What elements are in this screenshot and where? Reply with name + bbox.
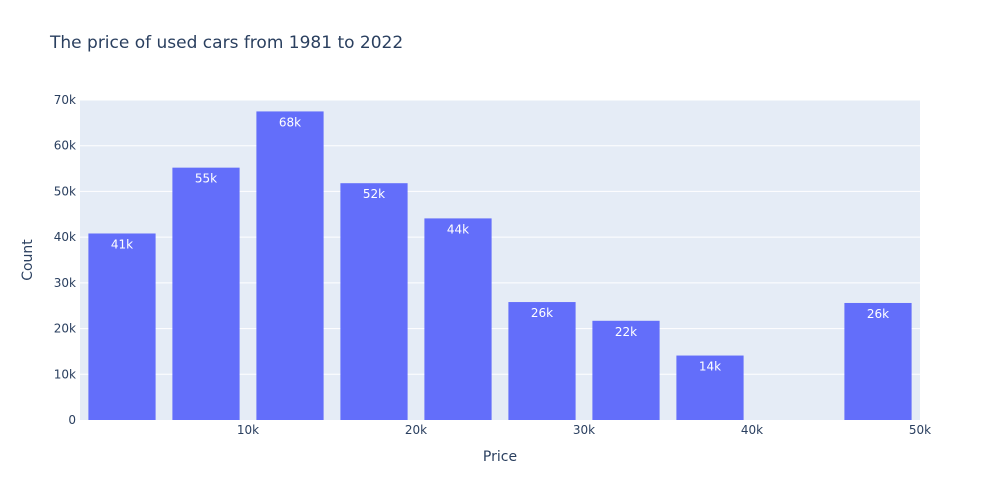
y-tick-label: 70k xyxy=(54,93,76,107)
bar-value-label: 26k xyxy=(531,306,553,320)
bar-value-label: 44k xyxy=(447,222,469,236)
y-axis-ticks: 0 10k 20k 30k 40k 50k 60k 70k xyxy=(54,93,76,427)
bar-value-label: 68k xyxy=(279,115,301,129)
y-tick-label: 40k xyxy=(54,230,76,244)
bar[interactable] xyxy=(508,302,576,420)
bar[interactable] xyxy=(592,320,660,420)
x-tick-label: 20k xyxy=(405,423,427,437)
bar[interactable] xyxy=(676,355,744,420)
x-tick-label: 50k xyxy=(909,423,931,437)
bar-value-label: 41k xyxy=(111,237,133,251)
bar[interactable] xyxy=(424,218,492,420)
chart-title: The price of used cars from 1981 to 2022 xyxy=(50,33,404,53)
y-tick-label: 50k xyxy=(54,184,76,198)
bar-labels: 41k 55k 68k 52k 44k 26k 22k 14k 26k xyxy=(111,115,889,373)
y-tick-label: 10k xyxy=(54,367,76,381)
y-tick-label: 0 xyxy=(68,413,76,427)
bar-value-label: 55k xyxy=(195,172,217,186)
bar[interactable] xyxy=(256,111,324,420)
bar-value-label: 14k xyxy=(699,360,721,374)
bar-value-label: 26k xyxy=(867,307,889,321)
x-tick-label: 10k xyxy=(237,423,259,437)
x-tick-label: 40k xyxy=(741,423,763,437)
bars xyxy=(88,111,912,420)
y-tick-label: 30k xyxy=(54,276,76,290)
x-axis-title: Price xyxy=(483,449,517,465)
bar[interactable] xyxy=(88,233,156,420)
bar-value-label: 52k xyxy=(363,187,385,201)
bar-value-label: 22k xyxy=(615,325,637,339)
y-axis-title: Count xyxy=(20,239,36,281)
x-tick-label: 30k xyxy=(573,423,595,437)
x-axis-ticks: 10k 20k 30k 40k 50k xyxy=(237,423,931,437)
y-tick-label: 60k xyxy=(54,139,76,153)
bar[interactable] xyxy=(340,183,408,420)
bar[interactable] xyxy=(844,302,912,420)
bar[interactable] xyxy=(172,167,240,420)
y-tick-label: 20k xyxy=(54,322,76,336)
